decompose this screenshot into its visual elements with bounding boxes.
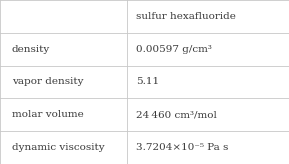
Text: 0.00597 g/cm³: 0.00597 g/cm³ <box>136 45 212 54</box>
Text: 5.11: 5.11 <box>136 78 159 86</box>
Text: vapor density: vapor density <box>12 78 83 86</box>
Text: density: density <box>12 45 50 54</box>
Text: molar volume: molar volume <box>12 110 83 119</box>
Text: dynamic viscosity: dynamic viscosity <box>12 143 104 152</box>
Text: sulfur hexafluoride: sulfur hexafluoride <box>136 12 236 21</box>
Text: 24 460 cm³/mol: 24 460 cm³/mol <box>136 110 217 119</box>
Text: 3.7204×10⁻⁵ Pa s: 3.7204×10⁻⁵ Pa s <box>136 143 228 152</box>
